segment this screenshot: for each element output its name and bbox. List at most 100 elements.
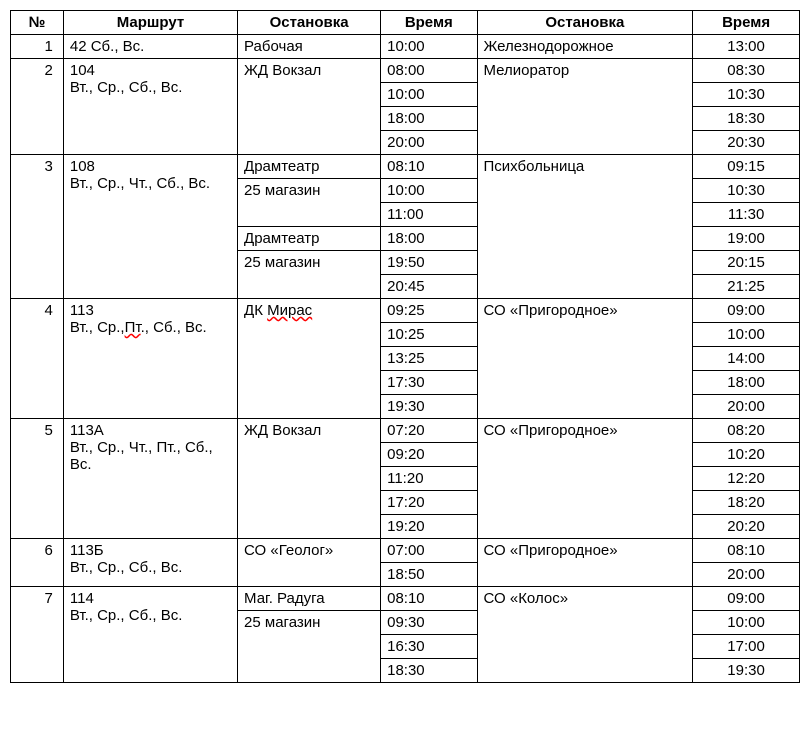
cell-time1: 17:20: [381, 491, 477, 515]
header-num: №: [11, 11, 64, 35]
cell-time1: 11:00: [381, 203, 477, 227]
cell-time2: 10:00: [693, 611, 800, 635]
cell-time1: 10:00: [381, 83, 477, 107]
cell-stop2: СО «Пригородное»: [477, 299, 693, 419]
cell-time1: 09:20: [381, 443, 477, 467]
cell-time2: 18:00: [693, 371, 800, 395]
cell-time1: 18:00: [381, 107, 477, 131]
cell-num: 6: [11, 539, 64, 587]
cell-time2: 09:15: [693, 155, 800, 179]
header-time2: Время: [693, 11, 800, 35]
table-row: 5 113АВт., Ср., Чт., Пт., Сб., Вс. ЖД Во…: [11, 419, 800, 443]
cell-time1: 08:10: [381, 587, 477, 611]
header-row: № Маршрут Остановка Время Остановка Врем…: [11, 11, 800, 35]
cell-time2: 20:15: [693, 251, 800, 275]
cell-time1: 18:00: [381, 227, 477, 251]
cell-stop2: Железнодорожное: [477, 35, 693, 59]
cell-time1: 18:50: [381, 563, 477, 587]
cell-stop1: Маг. Радуга: [238, 587, 381, 611]
cell-time2: 13:00: [693, 35, 800, 59]
cell-time1: 19:50: [381, 251, 477, 275]
cell-stop2: СО «Колос»: [477, 587, 693, 683]
cell-time2: 08:10: [693, 539, 800, 563]
cell-time1: 19:20: [381, 515, 477, 539]
cell-stop1: Драмтеатр: [238, 155, 381, 179]
cell-time2: 14:00: [693, 347, 800, 371]
cell-route: 113БВт., Ср., Сб., Вс.: [63, 539, 237, 587]
cell-time2: 20:00: [693, 563, 800, 587]
cell-time2: 20:00: [693, 395, 800, 419]
cell-stop1: ЖД Вокзал: [238, 419, 381, 539]
cell-time1: 08:10: [381, 155, 477, 179]
cell-time1: 10:00: [381, 35, 477, 59]
cell-time2: 20:30: [693, 131, 800, 155]
cell-time2: 10:00: [693, 323, 800, 347]
cell-time2: 19:30: [693, 659, 800, 683]
table-row: 1 42 Сб., Вс. Рабочая 10:00 Железнодорож…: [11, 35, 800, 59]
cell-time2: 17:00: [693, 635, 800, 659]
cell-time2: 19:00: [693, 227, 800, 251]
cell-time1: 07:00: [381, 539, 477, 563]
cell-num: 7: [11, 587, 64, 683]
cell-time2: 21:25: [693, 275, 800, 299]
cell-time2: 09:00: [693, 587, 800, 611]
cell-route: 114Вт., Ср., Сб., Вс.: [63, 587, 237, 683]
schedule-table: № Маршрут Остановка Время Остановка Врем…: [10, 10, 800, 683]
cell-time1: 20:45: [381, 275, 477, 299]
cell-route: 42 Сб., Вс.: [63, 35, 237, 59]
cell-stop2: СО «Пригородное»: [477, 419, 693, 539]
cell-num: 2: [11, 59, 64, 155]
table-row: 2 104Вт., Ср., Сб., Вс. ЖД Вокзал 08:00 …: [11, 59, 800, 83]
cell-time2: 20:20: [693, 515, 800, 539]
table-row: 4 113Вт., Ср.,Пт., Сб., Вс. ДК Мирас 09:…: [11, 299, 800, 323]
cell-time1: 16:30: [381, 635, 477, 659]
cell-time2: 08:30: [693, 59, 800, 83]
cell-time2: 11:30: [693, 203, 800, 227]
cell-time2: 10:20: [693, 443, 800, 467]
cell-time2: 18:20: [693, 491, 800, 515]
cell-time1: 10:00: [381, 179, 477, 203]
cell-num: 4: [11, 299, 64, 419]
table-row: 6 113БВт., Ср., Сб., Вс. СО «Геолог» 07:…: [11, 539, 800, 563]
cell-stop2: Мелиоратор: [477, 59, 693, 155]
cell-stop1: Рабочая: [238, 35, 381, 59]
cell-time2: 12:20: [693, 467, 800, 491]
cell-time1: 08:00: [381, 59, 477, 83]
header-stop2: Остановка: [477, 11, 693, 35]
cell-stop1: СО «Геолог»: [238, 539, 381, 587]
header-stop1: Остановка: [238, 11, 381, 35]
cell-time1: 17:30: [381, 371, 477, 395]
cell-time1: 10:25: [381, 323, 477, 347]
cell-num: 1: [11, 35, 64, 59]
cell-stop2: Психбольница: [477, 155, 693, 299]
cell-route: 108Вт., Ср., Чт., Сб., Вс.: [63, 155, 237, 299]
cell-time2: 18:30: [693, 107, 800, 131]
cell-time1: 09:25: [381, 299, 477, 323]
cell-time2: 10:30: [693, 179, 800, 203]
cell-stop2: СО «Пригородное»: [477, 539, 693, 587]
cell-time1: 18:30: [381, 659, 477, 683]
cell-route: 113АВт., Ср., Чт., Пт., Сб., Вс.: [63, 419, 237, 539]
cell-time1: 07:20: [381, 419, 477, 443]
cell-route: 113Вт., Ср.,Пт., Сб., Вс.: [63, 299, 237, 419]
table-row: 3 108Вт., Ср., Чт., Сб., Вс. Драмтеатр 0…: [11, 155, 800, 179]
cell-time1: 11:20: [381, 467, 477, 491]
cell-time2: 09:00: [693, 299, 800, 323]
cell-stop1: 25 магазин: [238, 251, 381, 299]
cell-time1: 20:00: [381, 131, 477, 155]
cell-stop1: Драмтеатр: [238, 227, 381, 251]
cell-route: 104Вт., Ср., Сб., Вс.: [63, 59, 237, 155]
cell-stop1: 25 магазин: [238, 179, 381, 227]
cell-num: 3: [11, 155, 64, 299]
cell-time2: 08:20: [693, 419, 800, 443]
header-route: Маршрут: [63, 11, 237, 35]
cell-stop1: ЖД Вокзал: [238, 59, 381, 155]
cell-time1: 13:25: [381, 347, 477, 371]
cell-time2: 10:30: [693, 83, 800, 107]
cell-time1: 09:30: [381, 611, 477, 635]
table-row: 7 114Вт., Ср., Сб., Вс. Маг. Радуга 08:1…: [11, 587, 800, 611]
header-time1: Время: [381, 11, 477, 35]
cell-time1: 19:30: [381, 395, 477, 419]
cell-stop1: ДК Мирас: [238, 299, 381, 419]
cell-num: 5: [11, 419, 64, 539]
